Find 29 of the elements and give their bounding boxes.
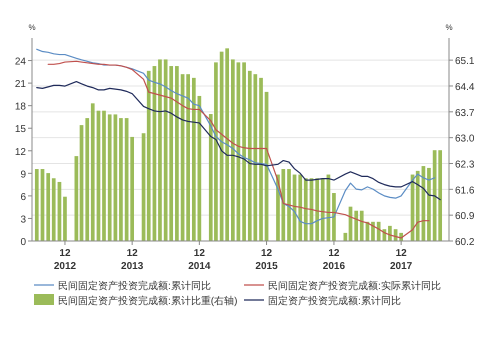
y2-tick-label: 62.3 (455, 159, 475, 170)
y-tick-label: 6 (20, 192, 26, 203)
legend-label: 民间固定资产投资完成额:累计同比 (58, 280, 211, 292)
x-tick-label: 12 2015 (255, 248, 278, 272)
legend-label: 民间固定资产投资完成额:累计比重(右轴) (58, 295, 238, 307)
y-axis-title: % (28, 23, 36, 32)
y-tick-label: 18 (14, 102, 26, 113)
y-tick-label: 3 (20, 214, 26, 226)
x-tick-label: 12 2016 (322, 248, 346, 272)
legend-label: 固定资产投资完成额:累计同比 (268, 295, 401, 307)
y-tick-label: 24 (14, 56, 26, 68)
y2-tick-label: 60.2 (455, 237, 475, 248)
y2-tick-label: 60.9 (455, 211, 475, 222)
y2-tick-label: 64.4 (455, 82, 475, 93)
x-tick-label: 12 2017 (390, 248, 413, 272)
legend-label: 民间固定资产投资完成额:实际累计同比 (268, 280, 441, 292)
y-tick-label: 21 (14, 79, 26, 90)
y2-tick-label: 63.0 (455, 134, 475, 145)
x-tick-label: 12 2014 (188, 248, 211, 272)
x-tick-label: 12 2012 (54, 248, 77, 272)
y2-tick-label: 65.1 (455, 56, 475, 68)
y2-axis-title: % (445, 23, 453, 32)
y2-tick-label: 61.6 (455, 185, 475, 196)
y2-tick-label: 63.7 (455, 108, 475, 119)
y-tick-label: 12 (14, 146, 26, 158)
y-tick-label: 0 (20, 237, 26, 248)
x-tick-label: 12 2013 (121, 248, 144, 272)
y-tick-label: 9 (20, 169, 26, 180)
y-tick-label: 15 (14, 124, 26, 136)
